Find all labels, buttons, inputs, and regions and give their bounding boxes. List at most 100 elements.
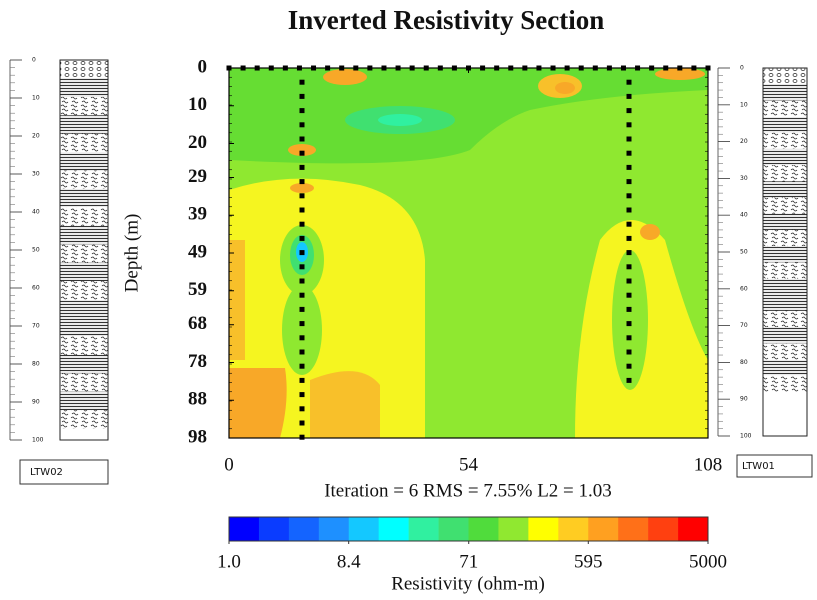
electrode xyxy=(550,65,556,71)
electrode xyxy=(626,264,632,270)
electrode xyxy=(311,65,317,71)
ruler-tick-label: 30 xyxy=(740,175,748,182)
lithology-band xyxy=(60,281,108,300)
lithology-band xyxy=(60,373,108,392)
ruler-tick-label: 10 xyxy=(32,95,40,102)
y-tick-label: 49 xyxy=(188,241,207,262)
lithology-band xyxy=(763,246,807,263)
electrode xyxy=(299,434,305,440)
ruler-tick-label: 70 xyxy=(740,322,748,329)
lithology-band xyxy=(60,299,108,319)
lithology-band xyxy=(60,244,108,263)
lithology-band xyxy=(763,100,807,117)
electrode xyxy=(626,164,632,170)
lithology-band xyxy=(763,327,807,344)
lithology-band xyxy=(60,152,108,171)
ruler-tick-label: 50 xyxy=(32,247,40,254)
electrode xyxy=(626,235,632,241)
electrode xyxy=(649,65,655,71)
y-tick-label: 68 xyxy=(188,313,207,334)
electrode xyxy=(423,65,429,71)
electrode xyxy=(254,65,260,71)
log-column xyxy=(762,67,808,437)
electrode xyxy=(299,264,305,270)
lithology-band xyxy=(60,336,108,356)
electrode xyxy=(626,122,632,128)
ruler-tick-label: 70 xyxy=(32,323,40,330)
lithology-band xyxy=(763,132,807,150)
electrode xyxy=(299,122,305,128)
electrode xyxy=(691,65,697,71)
lithology-band xyxy=(763,229,807,247)
lithology-band xyxy=(60,189,108,208)
electrode xyxy=(299,150,305,156)
colorbar-tick-label: 1.0 xyxy=(217,551,241,572)
electrode xyxy=(592,65,598,71)
colorbar-swatch xyxy=(408,517,439,541)
ruler-tick-label: 30 xyxy=(32,171,40,178)
electrode xyxy=(296,65,302,71)
lithology-band xyxy=(60,207,108,227)
contour-field xyxy=(229,68,708,438)
ruler-tick-label: 90 xyxy=(740,396,748,403)
electrode xyxy=(564,65,570,71)
electrode xyxy=(663,65,669,71)
lithology-band xyxy=(763,148,807,166)
electrode xyxy=(299,377,305,383)
electrode xyxy=(299,250,305,256)
electrode xyxy=(299,321,305,327)
electrode xyxy=(451,65,457,71)
lithology-band xyxy=(763,375,807,393)
y-tick-label: 78 xyxy=(188,351,207,372)
lithology-band xyxy=(763,359,807,376)
colorbar-swatch xyxy=(229,517,260,541)
electrode xyxy=(299,179,305,185)
colorbar-tick-label: 595 xyxy=(574,551,603,572)
y-tick-label: 59 xyxy=(188,279,207,300)
lithology-band xyxy=(763,84,807,101)
electrode xyxy=(522,65,528,71)
electrode xyxy=(606,65,612,71)
annotation: Iteration = 6 RMS = 7.55% L2 = 1.03 xyxy=(324,480,612,501)
electrode xyxy=(626,292,632,298)
ruler-tick-label: 60 xyxy=(32,285,40,292)
ruler-tick-label: 80 xyxy=(32,361,40,368)
x-tick-label: 0 xyxy=(224,454,234,475)
lithology-band xyxy=(763,181,807,198)
electrode xyxy=(480,65,486,71)
log-label: LTW01 xyxy=(742,461,775,472)
lithology-band xyxy=(60,170,108,190)
electrode xyxy=(299,406,305,412)
ruler-tick-label: 20 xyxy=(32,133,40,140)
lithology-band xyxy=(763,294,807,312)
lithology-band xyxy=(60,391,108,411)
electrode xyxy=(299,164,305,170)
colorbar-swatch xyxy=(558,517,589,541)
electrode xyxy=(626,221,632,227)
electrode xyxy=(626,363,632,369)
electrode xyxy=(299,306,305,312)
ruler-tick-label: 100 xyxy=(740,433,752,440)
electrode xyxy=(299,420,305,426)
electrode xyxy=(299,392,305,398)
electrode xyxy=(626,193,632,199)
ruler-tick-label: 100 xyxy=(32,437,44,444)
electrode xyxy=(299,136,305,142)
lithology-band xyxy=(60,133,108,153)
electrode xyxy=(353,65,359,71)
lithology-band xyxy=(763,68,807,85)
colorbar-swatch xyxy=(618,517,649,541)
colorbar-swatch xyxy=(348,517,379,541)
electrode xyxy=(494,65,500,71)
ruler-tick-label: 40 xyxy=(740,212,748,219)
electrode xyxy=(409,65,415,71)
y-tick-label: 39 xyxy=(188,204,207,225)
ruler-tick-label: 90 xyxy=(32,399,40,406)
ruler-tick-label: 80 xyxy=(740,359,748,366)
electrode xyxy=(626,150,632,156)
electrode xyxy=(536,65,542,71)
electrode xyxy=(299,292,305,298)
log-column xyxy=(59,59,109,441)
colorbar-swatch xyxy=(258,517,290,541)
